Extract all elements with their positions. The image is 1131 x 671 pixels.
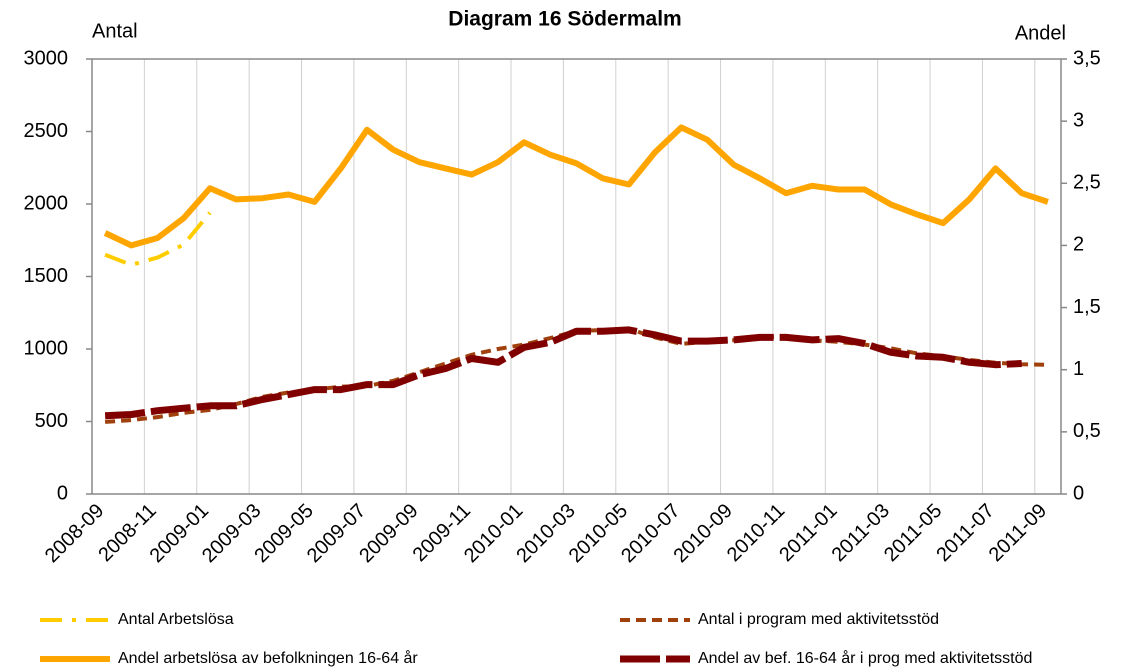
y2-tick-label: 0,5 [1073, 420, 1101, 442]
y2-tick-label: 2 [1073, 234, 1084, 256]
y-axis-label: Antal [92, 20, 138, 42]
legend-label: Antal Arbetslösa [118, 611, 234, 628]
x-tick-label: 2010-11 [723, 500, 789, 566]
legend-label: Andel av bef. 16-64 år i prog med aktivi… [698, 649, 1032, 667]
y-tick-label: 3000 [24, 47, 69, 69]
y-tick-label: 1500 [24, 265, 69, 287]
chart-title: Diagram 16 Södermalm [448, 8, 681, 31]
y-tick-label: 2000 [24, 192, 69, 214]
y2-tick-label: 1 [1073, 358, 1084, 380]
x-tick-label: 2011-05 [880, 500, 946, 566]
legend-label: Antal i program med aktivitetsstöd [698, 611, 939, 628]
y-tick-label: 2500 [24, 120, 69, 142]
legend-label: Andel arbetslösa av befolkningen 16-64 å… [118, 649, 418, 667]
x-tick-label: 2011-09 [985, 500, 1051, 566]
y2-tick-label: 0 [1073, 482, 1084, 504]
y2-tick-label: 1,5 [1073, 296, 1101, 318]
series-line [104, 326, 1022, 420]
series-line [103, 124, 1049, 249]
x-tick-label: 2009-09 [355, 500, 422, 567]
y2-tick-label: 3,5 [1073, 47, 1101, 69]
series-line [104, 211, 212, 267]
y2-tick-label: 3 [1073, 109, 1084, 131]
y-tick-label: 1000 [24, 337, 69, 359]
y-tick-label: 0 [57, 482, 68, 504]
x-tick-label: 2011-07 [932, 500, 998, 566]
y-tick-label: 500 [35, 410, 68, 432]
x-tick-label: 2010-09 [669, 500, 736, 567]
x-tick-label: 2008-09 [41, 500, 108, 567]
y2-axis-label: Andel [1015, 22, 1066, 44]
x-tick-label: 2011-01 [775, 500, 841, 566]
x-tick-label: 2011-03 [828, 500, 894, 566]
y2-tick-label: 2,5 [1073, 172, 1101, 194]
series-line [104, 326, 1048, 424]
